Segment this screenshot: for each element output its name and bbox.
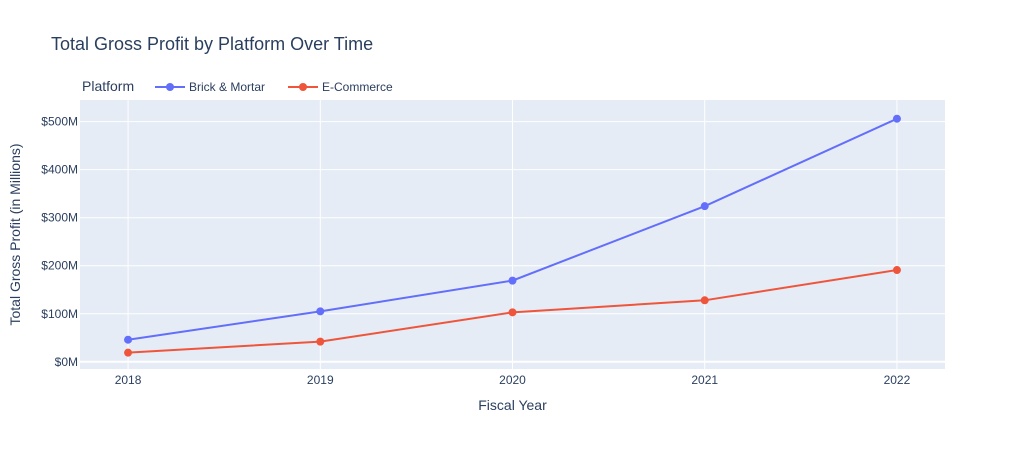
data-point[interactable]	[892, 266, 901, 275]
data-point[interactable]	[700, 296, 709, 305]
x-tick-label: 2018	[115, 373, 142, 387]
x-tick-label: 2019	[307, 373, 334, 387]
data-point[interactable]	[124, 348, 133, 357]
legend-label: E-Commerce	[322, 80, 393, 94]
legend: Platform Brick & Mortar E-Commerce	[78, 74, 404, 100]
y-tick-label: $200M	[41, 259, 78, 273]
x-tick-label: 2020	[499, 373, 526, 387]
data-point[interactable]	[124, 335, 133, 344]
y-axis-title: Total Gross Profit (in Millions)	[7, 143, 23, 325]
y-tick-label: $500M	[41, 115, 78, 129]
chart-title: Total Gross Profit by Platform Over Time	[51, 34, 373, 54]
data-point[interactable]	[316, 337, 325, 346]
x-tick-label: 2022	[884, 373, 911, 387]
legend-item[interactable]: E-Commerce	[288, 80, 393, 94]
legend-title[interactable]: Platform	[82, 78, 134, 94]
y-tick-label: $0M	[55, 355, 78, 369]
data-point[interactable]	[700, 202, 709, 211]
legend-item[interactable]: Brick & Mortar	[155, 80, 265, 94]
data-point[interactable]	[508, 308, 517, 317]
legend-label: Brick & Mortar	[189, 80, 265, 94]
series-brick-mortar	[124, 114, 901, 344]
series-e-commerce	[124, 266, 901, 357]
legend-background	[78, 74, 404, 100]
data-point[interactable]	[892, 114, 901, 123]
data-point[interactable]	[316, 307, 325, 316]
x-tick-label: 2021	[691, 373, 718, 387]
y-tick-label: $400M	[41, 163, 78, 177]
legend-marker	[166, 83, 174, 91]
y-tick-label: $100M	[41, 307, 78, 321]
legend-marker	[299, 83, 307, 91]
y-tick-label: $300M	[41, 211, 78, 225]
x-axis-title: Fiscal Year	[478, 397, 547, 413]
data-point[interactable]	[508, 276, 517, 285]
